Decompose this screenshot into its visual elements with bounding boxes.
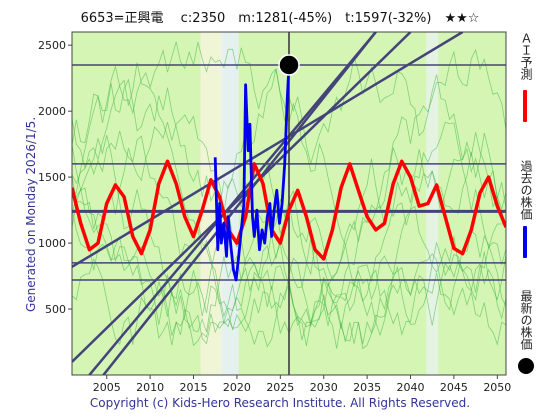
copyright: Copyright (c) Kids-Hero Research Institu… [89, 396, 471, 410]
x-tick-label: 2015 [180, 381, 208, 394]
y-tick-label: 2500 [38, 39, 66, 52]
x-tick-label: 2010 [136, 381, 164, 394]
trend-line [72, 32, 464, 268]
x-tick-label: 2050 [483, 381, 511, 394]
legend-past-swatch [523, 226, 527, 258]
series-lines [72, 64, 506, 282]
x-tick-label: 2035 [353, 381, 381, 394]
x-tick-label: 2005 [93, 381, 121, 394]
legend-latest-dot [518, 358, 534, 374]
latest-price-dot [278, 54, 300, 76]
shade-band [426, 32, 439, 375]
chart-title: 6653=正興電 c:2350 m:1281(-45%) t:1597(-32%… [80, 11, 480, 26]
legend-ai-swatch [523, 90, 527, 122]
trend-line [88, 32, 377, 375]
x-tick-label: 2045 [440, 381, 468, 394]
legend-ai-label: ＡＩ予測 [519, 32, 533, 80]
trend-lines [72, 32, 464, 375]
x-tick-label: 2040 [397, 381, 425, 394]
x-tick-label: 2025 [266, 381, 294, 394]
latest-marker [278, 54, 300, 76]
x-axis: 2005 2010 2015 2020 2025 2030 2035 2040 2045 2050 [93, 375, 511, 394]
y-tick-label: 1500 [38, 171, 66, 184]
shade-band [221, 32, 239, 375]
ai-forecast-line [72, 159, 506, 261]
x-tick-label: 2030 [310, 381, 338, 394]
y-tick-label: 1000 [38, 237, 66, 250]
x-tick-label: 2020 [223, 381, 251, 394]
legend-past-label: 過去の株価 [519, 160, 533, 220]
y-tick-label: 2000 [38, 105, 66, 118]
past-price-line [213, 64, 291, 282]
y-axis: 500 1000 1500 2000 2500 [38, 39, 72, 316]
legend-latest-label: 最新の株価 [519, 290, 533, 350]
plot-frame [71, 31, 507, 376]
trend-line [72, 32, 412, 363]
y-tick-label: 500 [45, 303, 66, 316]
